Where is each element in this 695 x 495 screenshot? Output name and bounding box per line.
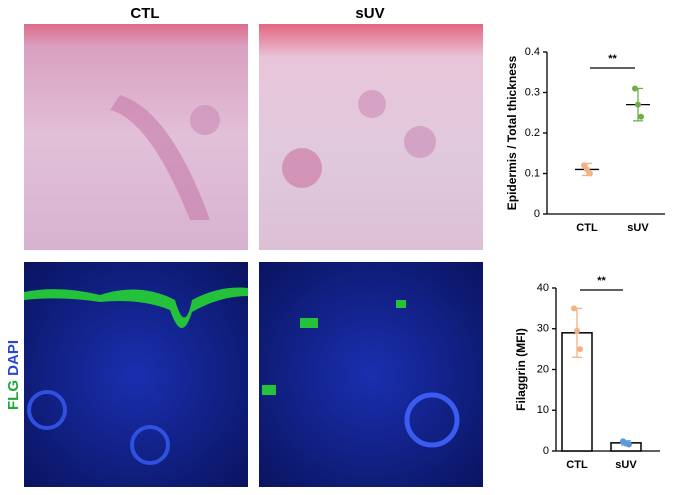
if-image-suv <box>259 262 483 487</box>
y-tick-label: 0.1 <box>525 167 540 179</box>
tissue <box>27 390 67 430</box>
flg-signal <box>396 300 406 308</box>
y-tick-label: 20 <box>537 363 549 375</box>
flg-signal <box>262 385 276 395</box>
data-point <box>635 101 641 108</box>
data-point <box>626 441 632 448</box>
x-tick-label: sUV <box>627 222 649 234</box>
x-tick-label: CTL <box>576 222 598 234</box>
x-tick-label: sUV <box>615 459 637 471</box>
data-point <box>632 85 638 92</box>
y-tick-label: 0.3 <box>525 86 540 98</box>
flg-signal <box>24 287 248 329</box>
data-point <box>577 346 583 353</box>
significance-label: ** <box>597 275 606 287</box>
flg-signal <box>300 318 318 328</box>
y-tick-label: 10 <box>537 404 549 416</box>
column-label: sUV <box>355 5 384 22</box>
tissue <box>190 105 220 135</box>
tissue <box>282 148 322 188</box>
y-tick-label: 40 <box>537 282 549 294</box>
tissue <box>358 90 386 118</box>
stain-label: FLG <box>5 380 22 410</box>
y-tick-label: 0 <box>534 208 540 220</box>
stain-label: DAPI <box>5 340 22 376</box>
data-point <box>587 170 593 177</box>
y-tick-label: 30 <box>537 323 549 335</box>
row-label: FLG DAPI <box>5 340 22 410</box>
y-tick-label: 0.4 <box>525 46 540 58</box>
significance-label: ** <box>608 53 617 65</box>
y-axis-label: Epidermis / Total thickness <box>505 55 519 210</box>
y-axis-label: Filaggrin (MFI) <box>514 328 528 411</box>
micrographs <box>24 24 483 487</box>
tissue <box>404 126 436 158</box>
column-label: CTL <box>130 5 159 22</box>
data-point <box>638 113 644 120</box>
x-tick-label: CTL <box>566 459 588 471</box>
tissue <box>404 392 460 448</box>
tissue <box>110 95 210 220</box>
y-tick-label: 0.2 <box>525 127 540 139</box>
tissue <box>130 425 170 465</box>
data-point <box>574 327 580 334</box>
data-point <box>571 305 577 312</box>
he-image-suv <box>259 24 483 250</box>
he-image-ctl <box>24 24 248 250</box>
y-tick-label: 0 <box>543 445 549 457</box>
